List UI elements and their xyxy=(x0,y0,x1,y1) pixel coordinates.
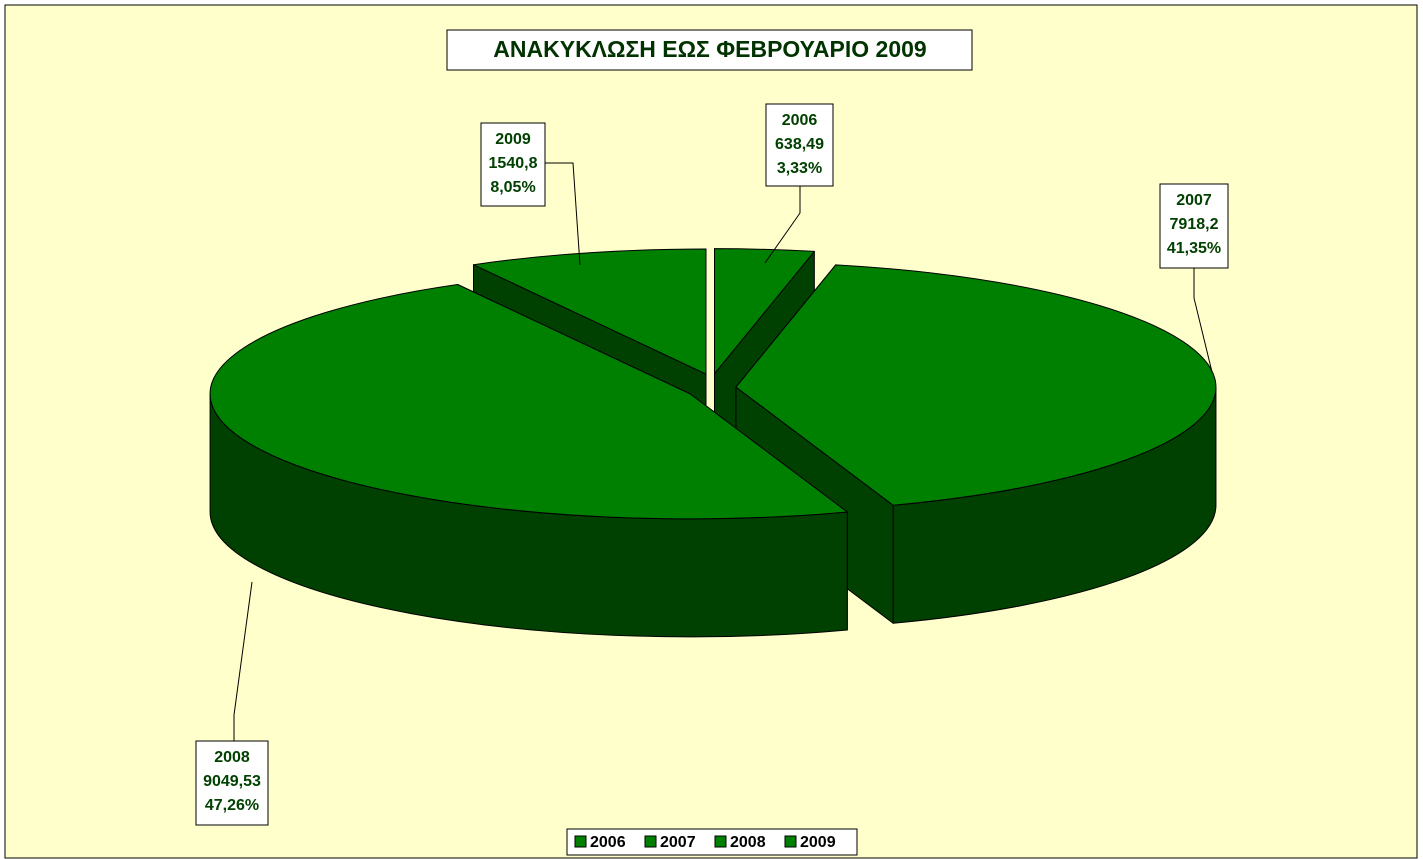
label-box xyxy=(480,122,546,207)
legend-swatch xyxy=(574,835,587,848)
label-box xyxy=(1159,183,1229,269)
slice xyxy=(714,248,815,375)
legend: 2006 2007 2008 2009 xyxy=(574,834,836,851)
label-percent: 47,26% xyxy=(205,797,259,814)
legend-label: 2007 xyxy=(660,834,696,851)
slice xyxy=(209,284,848,520)
label-box xyxy=(195,740,269,826)
label-percent: 41,35% xyxy=(1167,240,1221,257)
leader-line xyxy=(545,162,581,266)
leader-line xyxy=(233,581,253,741)
label-box xyxy=(765,103,834,187)
legend-swatch xyxy=(714,835,727,848)
slice xyxy=(473,248,707,375)
pie xyxy=(209,248,1217,638)
label-category: 2006 xyxy=(782,112,818,129)
label-value: 1540,8 xyxy=(489,155,538,172)
data-labels: 2006 638,49 3,33% 2007 7918,2 41,35% 2008 9049,… xyxy=(195,103,1229,826)
label-category: 2009 xyxy=(495,131,531,148)
legend-label: 2008 xyxy=(730,834,766,851)
label-value: 9049,53 xyxy=(203,773,261,790)
slice xyxy=(735,264,1217,506)
label-percent: 3,33% xyxy=(777,160,822,177)
chart-title: ΑΝΑΚΥΚΛΩΣΗ ΕΩΣ ΦΕΒΡΟΥΑΡΙΟ 2009 xyxy=(493,36,926,62)
label-category: 2007 xyxy=(1176,192,1212,209)
label-value: 7918,2 xyxy=(1170,216,1219,233)
legend-swatch xyxy=(784,835,797,848)
leader-line xyxy=(1193,268,1213,373)
title-box xyxy=(446,29,973,71)
label-percent: 8,05% xyxy=(490,179,535,196)
legend-label: 2009 xyxy=(800,834,836,851)
label-value: 638,49 xyxy=(775,136,824,153)
leader-line xyxy=(764,186,801,264)
legend-label: 2006 xyxy=(590,834,626,851)
label-category: 2008 xyxy=(214,749,250,766)
legend-swatch xyxy=(644,835,657,848)
legend-box xyxy=(566,828,858,856)
